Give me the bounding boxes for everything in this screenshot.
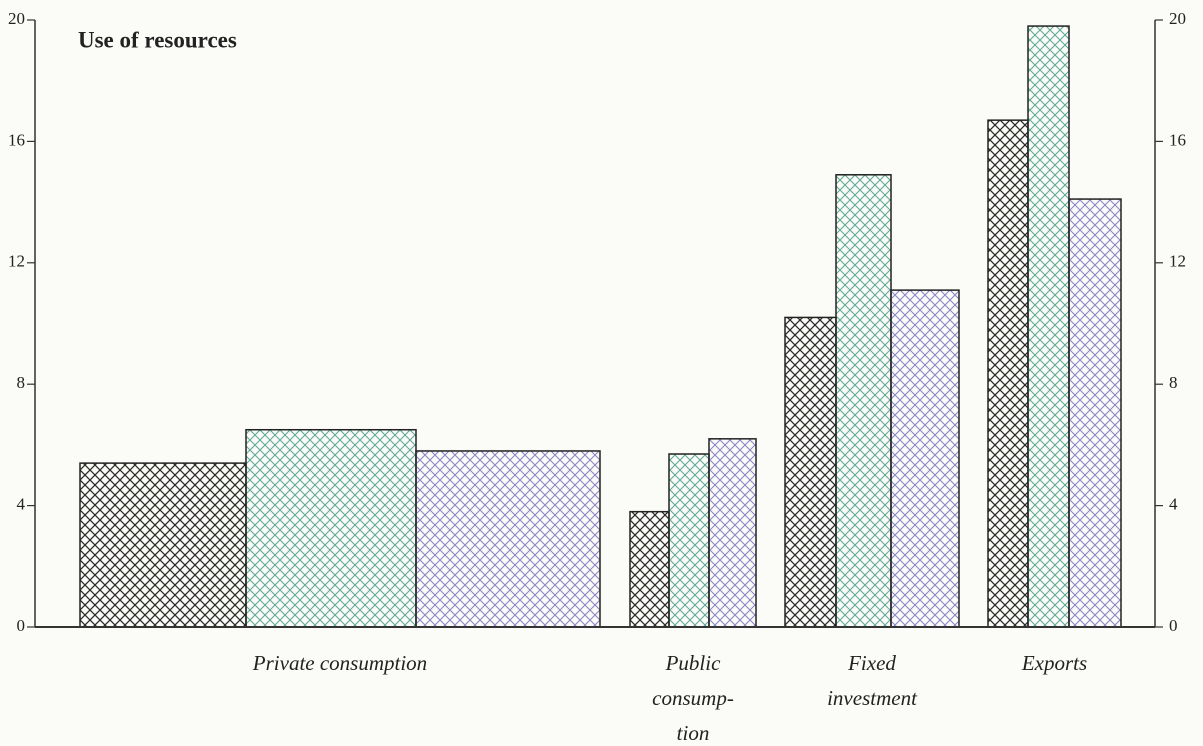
chart-title: Use of resources	[78, 27, 237, 52]
bar	[415, 450, 601, 628]
y-tick-label: 0	[17, 616, 26, 635]
x-tick-label: Public consump-tion	[652, 651, 734, 745]
y-tick-label-right: 16	[1169, 130, 1186, 149]
bar	[890, 289, 960, 628]
bar	[987, 119, 1029, 628]
y-tick-label: 8	[17, 373, 26, 392]
y-tick-label-right: 12	[1169, 252, 1186, 271]
bar	[1068, 198, 1122, 628]
x-tick-label: Private consumption	[252, 651, 427, 675]
bar	[708, 438, 757, 628]
y-tick-label-right: 20	[1169, 9, 1186, 28]
bar	[668, 453, 710, 628]
y-tick-label-right: 0	[1169, 616, 1178, 635]
y-tick-label-right: 8	[1169, 373, 1178, 392]
bar	[245, 428, 417, 628]
bar	[835, 174, 892, 628]
y-tick-label: 12	[8, 252, 25, 271]
bar	[1027, 25, 1070, 628]
y-tick-label-right: 4	[1169, 495, 1178, 514]
y-tick-label: 20	[8, 9, 25, 28]
y-tick-label: 4	[17, 495, 26, 514]
bar	[79, 462, 247, 628]
y-tick-label: 16	[8, 130, 25, 149]
bar	[784, 316, 837, 628]
x-tick-label: Fixed investment	[827, 651, 918, 710]
bar	[629, 510, 670, 628]
x-tick-label: Exports	[1021, 651, 1087, 675]
